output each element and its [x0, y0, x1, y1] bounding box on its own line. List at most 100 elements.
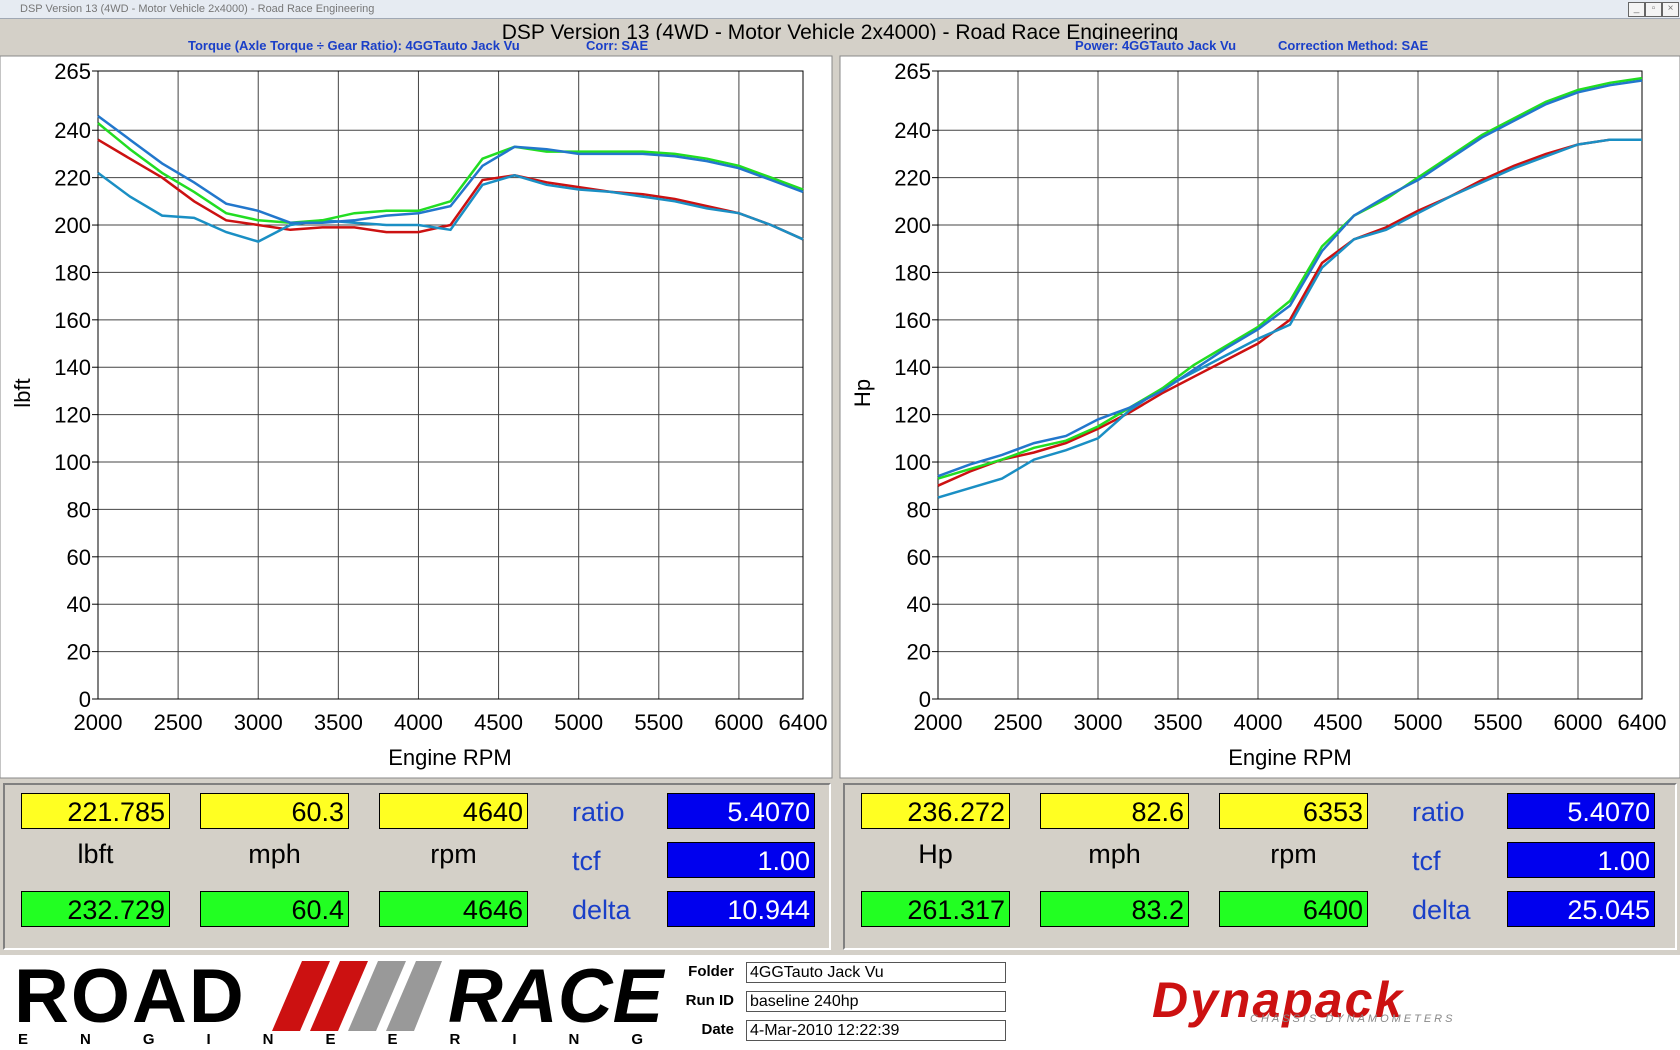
param-value: 25.045 [1507, 891, 1655, 927]
y-tick-label: 240 [894, 118, 931, 143]
unit-label: Hp [918, 839, 953, 869]
logo-stripes [272, 961, 442, 1031]
unit-label: rpm [430, 839, 477, 869]
param-value: 1.00 [1507, 842, 1655, 878]
y-tick-label: 60 [67, 545, 91, 570]
x-tick-label: 4500 [1314, 710, 1363, 735]
x-tick-label: 2000 [914, 710, 963, 735]
series-line [937, 79, 1643, 478]
y-tick-label: 100 [54, 450, 91, 475]
run-info-label: Date [701, 1021, 734, 1038]
x-axis-label: Engine RPM [1228, 745, 1352, 770]
page-title: DSP Version 13 (4WD - Motor Vehicle 2x40… [0, 20, 1680, 40]
cursor-value: 236.272 [861, 793, 1010, 829]
y-tick-label: 265 [54, 59, 91, 84]
y-tick-label: 200 [894, 213, 931, 238]
readout-panel: 221.785 60.3 4640 lbft mph rpm 232.729 60.4 4646… [3, 783, 831, 950]
x-tick-label: 4000 [394, 710, 443, 735]
y-tick-label: 20 [907, 640, 931, 665]
y-tick-label: 220 [54, 166, 91, 191]
close-button[interactable]: × [1662, 2, 1679, 17]
peak-value: 83.2 [1040, 891, 1189, 927]
param-label: tcf [572, 846, 601, 876]
chart-panel [839, 55, 1680, 779]
charts: 0204060801001201401601802002202402652000… [0, 55, 1680, 779]
x-tick-label: 2500 [154, 710, 203, 735]
logo-text: ROAD [14, 954, 246, 1039]
logo-text: RACE [448, 954, 664, 1039]
x-tick-label: 5500 [634, 710, 683, 735]
peak-value: 6400 [1219, 891, 1368, 927]
x-tick-label: 2500 [994, 710, 1043, 735]
series-line [937, 138, 1642, 499]
y-tick-label: 80 [67, 497, 91, 522]
cursor-value: 221.785 [21, 793, 170, 829]
param-label: ratio [1412, 797, 1465, 827]
param-label: delta [572, 895, 631, 925]
param-value: 1.00 [667, 842, 815, 878]
y-tick-label: 140 [894, 355, 931, 380]
x-tick-label: 4500 [474, 710, 523, 735]
x-tick-label: 5000 [1394, 710, 1443, 735]
plot-frame [97, 70, 804, 700]
unit-label: lbft [77, 839, 114, 869]
y-tick-label: 80 [907, 497, 931, 522]
readout-panel: 236.272 82.6 6353 Hp mph rpm 261.317 83.2 6400 ra… [843, 783, 1677, 950]
run-info-value: 4-Mar-2010 12:22:39 [746, 1020, 1006, 1041]
y-tick-label: 40 [67, 592, 91, 617]
logo-text: Dynapack [1152, 972, 1405, 1028]
x-tick-label: 4000 [1234, 710, 1283, 735]
y-tick-label: 120 [894, 403, 931, 428]
series-line [97, 122, 804, 224]
cursor-value: 4640 [379, 793, 528, 829]
y-tick-label: 0 [79, 687, 91, 712]
peak-value: 261.317 [861, 891, 1010, 927]
param-value: 5.4070 [667, 793, 815, 829]
x-tick-label: 3500 [1154, 710, 1203, 735]
unit-label: mph [1088, 839, 1141, 869]
chart-subtitle: Corr: SAE [586, 38, 649, 53]
x-tick-label: 6400 [1618, 710, 1667, 735]
y-tick-label: 120 [54, 403, 91, 428]
chart-title: Torque (Axle Torque ÷ Gear Ratio): 4GGTa… [188, 38, 520, 53]
run-info-value: baseline 240hp [746, 991, 1006, 1012]
y-tick-label: 180 [54, 260, 91, 285]
y-tick-label: 220 [894, 166, 931, 191]
cursor-value: 82.6 [1040, 793, 1189, 829]
peak-value: 60.4 [200, 891, 349, 927]
peak-value: 4646 [379, 891, 528, 927]
y-tick-label: 100 [894, 450, 931, 475]
x-axis-label: Engine RPM [388, 745, 512, 770]
y-tick-label: 160 [894, 308, 931, 333]
y-axis-label: Hp [850, 379, 875, 407]
x-tick-label: 6000 [714, 710, 763, 735]
param-label: tcf [1412, 846, 1441, 876]
maximize-button[interactable]: ▫ [1645, 2, 1662, 17]
series-line [97, 114, 804, 224]
footer: ROAD RACE ENGINEERING Folder 4GGTauto Jac… [0, 955, 1680, 1050]
y-tick-label: 180 [894, 260, 931, 285]
series-line [97, 171, 804, 243]
peak-value: 232.729 [21, 891, 170, 927]
series-line [937, 138, 1642, 487]
y-tick-label: 265 [894, 59, 931, 84]
y-tick-label: 40 [907, 592, 931, 617]
window-title: DSP Version 13 (4WD - Motor Vehicle 2x40… [20, 3, 375, 15]
minimize-button[interactable]: _ [1628, 2, 1645, 17]
cursor-value: 6353 [1219, 793, 1368, 829]
y-tick-label: 0 [919, 687, 931, 712]
run-info-label: Folder [688, 963, 734, 980]
chart-panel [0, 55, 833, 779]
param-label: delta [1412, 895, 1471, 925]
x-tick-label: 2000 [74, 710, 123, 735]
logo-text: CHASSIS DYNAMOMETERS [1250, 1013, 1456, 1025]
x-tick-label: 3000 [234, 710, 283, 735]
y-tick-label: 140 [54, 355, 91, 380]
y-tick-label: 240 [54, 118, 91, 143]
y-axis-label: lbft [10, 378, 35, 407]
param-value: 5.4070 [1507, 793, 1655, 829]
plot-frame [937, 70, 1643, 700]
y-tick-label: 20 [67, 640, 91, 665]
series-line [97, 138, 804, 241]
